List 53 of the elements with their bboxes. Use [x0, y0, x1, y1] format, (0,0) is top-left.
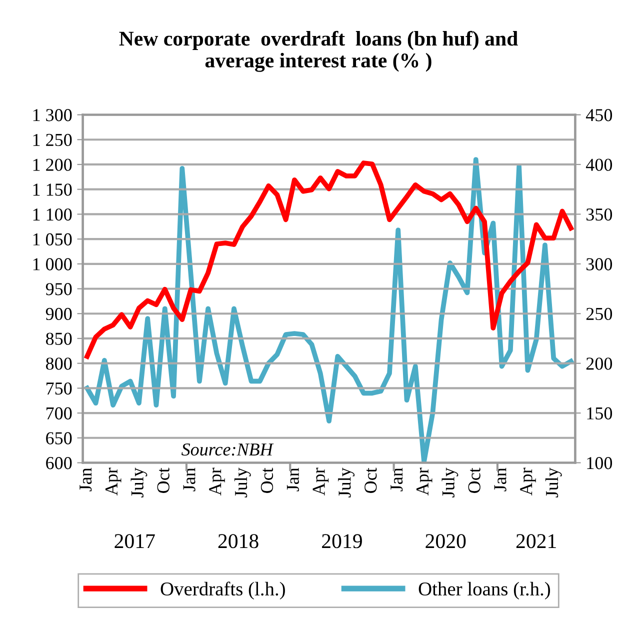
y2-tick-label: 350 [586, 208, 612, 221]
x-tick-label: Jan [390, 468, 403, 492]
line-series [84, 157, 574, 463]
x-tick-label: Oct [157, 468, 170, 493]
y-tick-label: 1 000 [33, 258, 72, 270]
y-tick-label: 850 [46, 332, 72, 345]
y-tick-label: 1 150 [33, 184, 72, 196]
legend-label: Other loans (r.h.) [418, 582, 550, 600]
x-tick-label: Jan [494, 468, 506, 492]
y2-tick-label: 450 [586, 109, 612, 122]
x-tick-label: July [338, 468, 354, 498]
y-tick-label: 1 050 [33, 233, 72, 246]
text: 2021 [516, 534, 556, 548]
x-tick-label: Oct [364, 468, 377, 493]
y2-tick-label: 200 [586, 358, 612, 370]
y-tick-label: 600 [46, 457, 72, 470]
y-tick-label: 1 250 [33, 134, 72, 146]
x-tick-label: Apr [105, 468, 122, 496]
x-tick-label: July [130, 468, 148, 498]
text: 2019 [322, 534, 362, 548]
y2-tick-label: 400 [586, 158, 612, 171]
x-tick-label: July [545, 468, 562, 498]
y-tick-label: 750 [46, 382, 72, 395]
y-tick-label: 700 [46, 407, 72, 420]
chart-title: New corporate overdraft loans (bn huf) and average interest rate (% ) [119, 30, 518, 72]
x-tick-label: Jan [183, 468, 196, 492]
y-tick-label: 1 300 [33, 109, 72, 122]
line-series [84, 160, 574, 359]
text: 2017 [114, 534, 155, 548]
x-tick-label: Apr [209, 468, 225, 496]
text: 2020 [426, 534, 466, 548]
text: 2018 [218, 534, 258, 548]
x-tick-label: Apr [520, 468, 536, 496]
x-tick-label: July [442, 468, 458, 498]
y-tick-label: 800 [46, 358, 72, 370]
x-tick-label: Oct [468, 468, 480, 493]
y2-tick-label: 100 [587, 457, 612, 470]
x-tick-label: Jan [80, 468, 92, 492]
y2-tick-label: 300 [586, 258, 612, 270]
y-tick-label: 900 [46, 308, 72, 320]
y2-tick-label: 150 [587, 407, 612, 420]
x-tick-label: Apr [312, 468, 329, 496]
y-tick-label: 1 200 [33, 158, 72, 171]
y-tick-label: 950 [46, 283, 72, 296]
x-tick-label: Jan [286, 468, 299, 492]
y-tick-label: 1 100 [33, 208, 72, 221]
x-tick-label: July [234, 468, 251, 498]
annotation: Source:NBH [182, 443, 274, 456]
x-tick-label: Oct [260, 468, 274, 493]
y-tick-label: 650 [46, 432, 72, 444]
y2-tick-label: 250 [586, 308, 612, 320]
legend-label: Overdrafts (l.h.) [160, 582, 285, 600]
x-tick-label: Apr [416, 468, 432, 496]
